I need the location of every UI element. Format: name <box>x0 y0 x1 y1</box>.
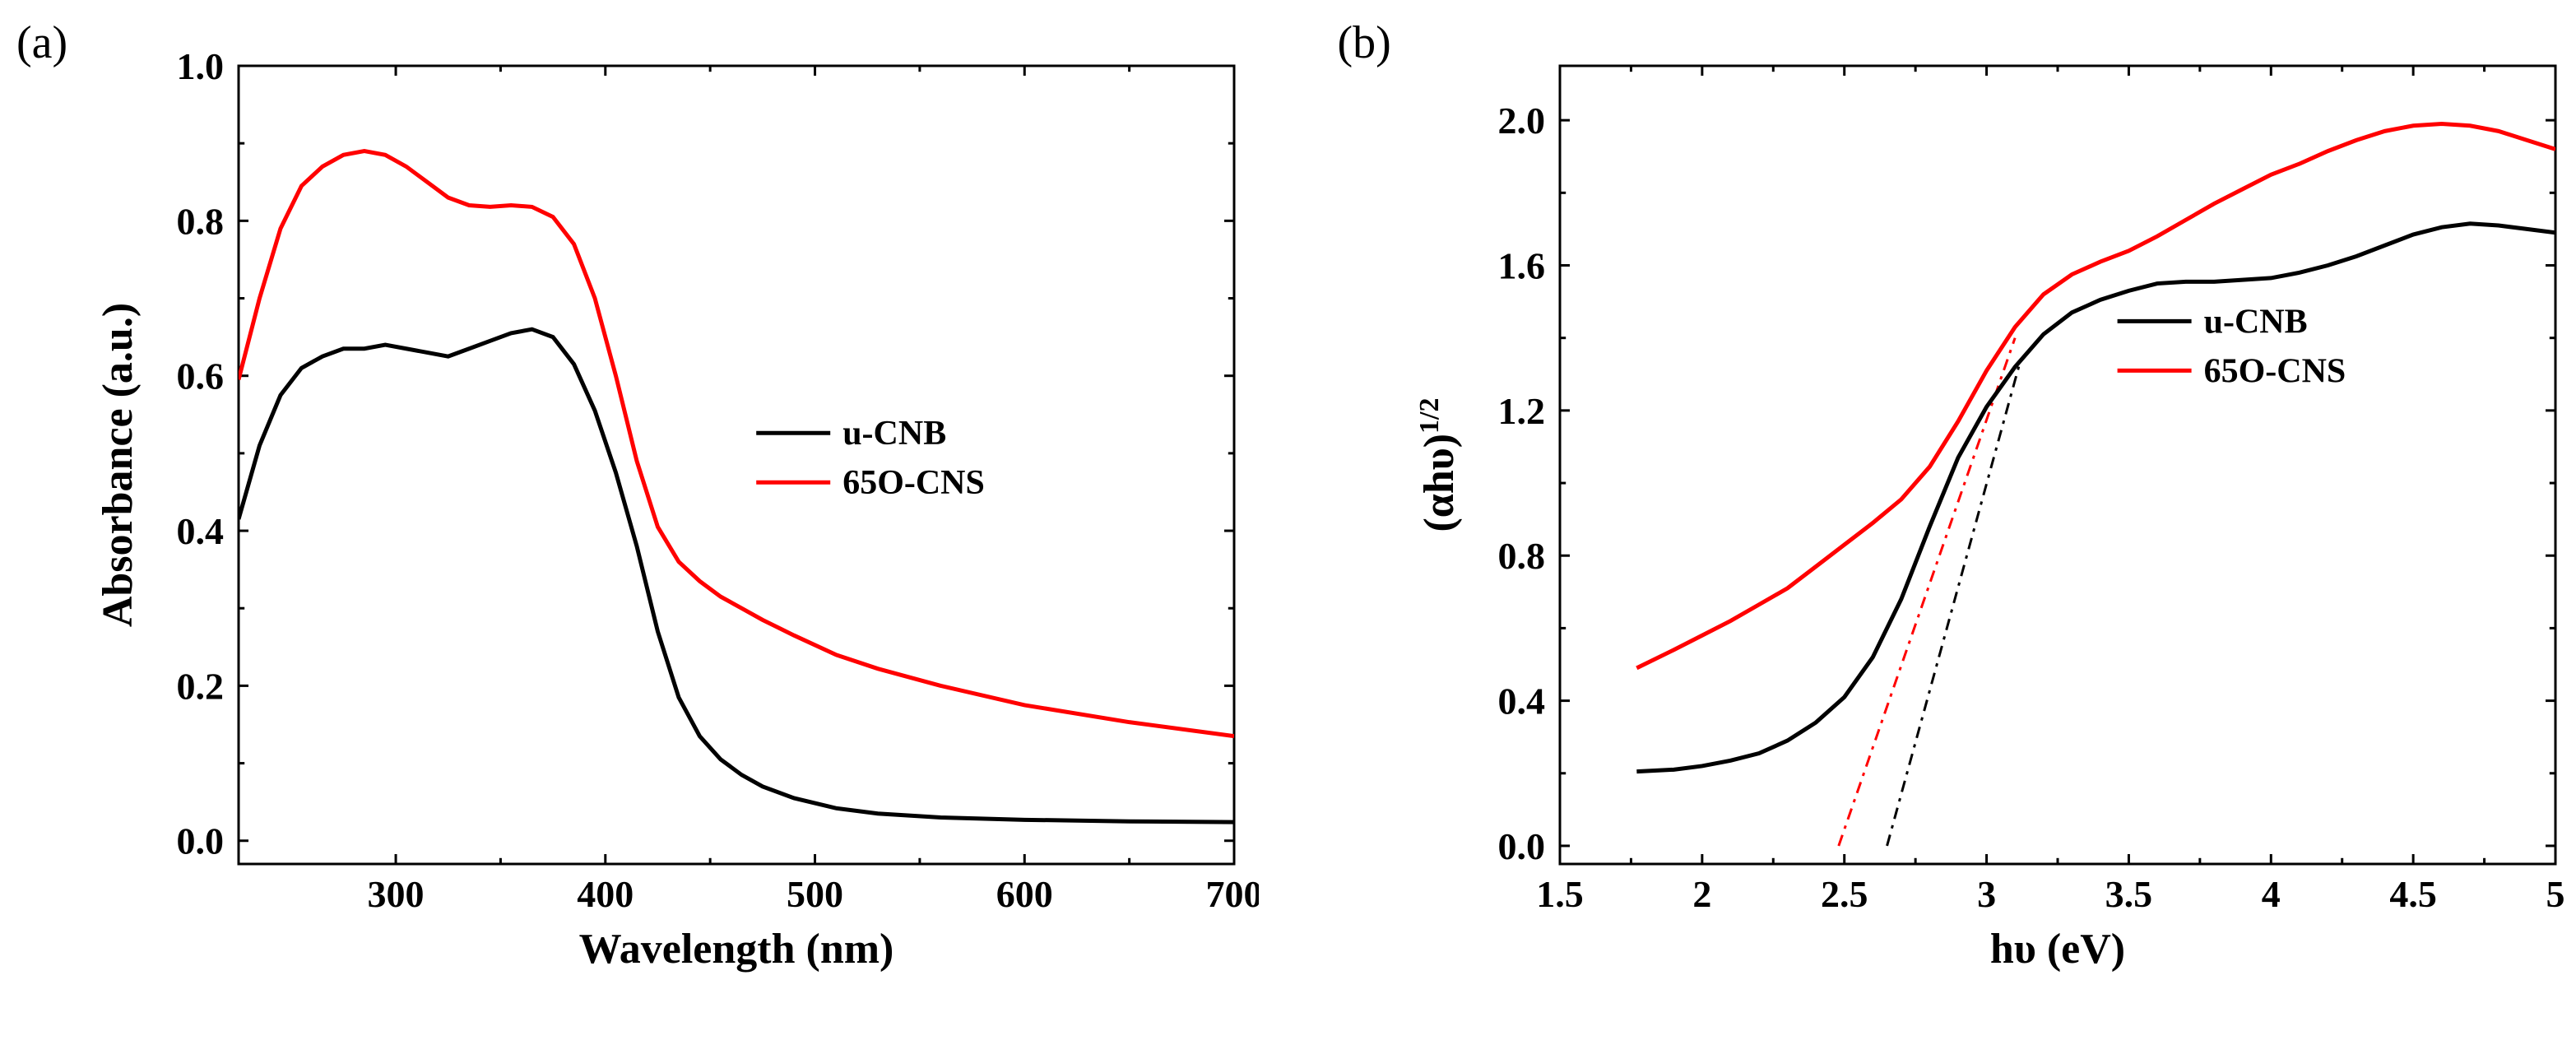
svg-text:hυ (eV): hυ (eV) <box>1989 926 2124 973</box>
svg-text:u-CNB: u-CNB <box>842 415 946 453</box>
svg-text:u-CNB: u-CNB <box>2203 303 2307 341</box>
svg-text:3: 3 <box>1977 873 1996 915</box>
panel-a: (a) 300 400 500 600 700 0.0 0.2 0.4 0.6 0.8 1.0 Wav… <box>16 16 1272 1029</box>
svg-text:300: 300 <box>368 873 425 915</box>
svg-text:500: 500 <box>787 873 843 915</box>
svg-text:2.0: 2.0 <box>1497 100 1545 142</box>
svg-text:1.2: 1.2 <box>1497 390 1545 432</box>
svg-text:0.0: 0.0 <box>1497 825 1545 867</box>
svg-text:1.0: 1.0 <box>177 45 225 87</box>
panel-a-plot: 300 400 500 600 700 0.0 0.2 0.4 0.6 0.8 1.0 Wavelen… <box>91 41 1272 1029</box>
panel-a-svg: 300 400 500 600 700 0.0 0.2 0.4 0.6 0.8 1.0 Wavelen… <box>91 41 1259 987</box>
panel-b-svg: 1.5 2 2.5 3 3.5 4 4.5 5 0.0 0.4 0.8 1.2 1.6 2.0 hυ (eV… <box>1412 41 2576 987</box>
svg-text:700: 700 <box>1206 873 1260 915</box>
svg-text:0.2: 0.2 <box>177 665 225 707</box>
svg-text:600: 600 <box>996 873 1053 915</box>
svg-text:1.5: 1.5 <box>1536 873 1584 915</box>
svg-text:0.4: 0.4 <box>1497 680 1545 722</box>
svg-text:3.5: 3.5 <box>2105 873 2152 915</box>
svg-text:0.4: 0.4 <box>177 510 225 552</box>
svg-text:0.8: 0.8 <box>177 200 225 242</box>
figure-container: (a) 300 400 500 600 700 0.0 0.2 0.4 0.6 0.8 1.0 Wav… <box>16 16 2576 1029</box>
svg-text:2: 2 <box>1692 873 1711 915</box>
panel-b-label: (b) <box>1338 16 1391 69</box>
svg-text:Wavelength (nm): Wavelength (nm) <box>579 926 894 973</box>
panel-b: (b) 1.5 2 2.5 3 3.5 4 4.5 5 0.0 0.4 0.8 1.2 1.6 2.0 hυ… <box>1338 16 2576 1029</box>
svg-text:4: 4 <box>2261 873 2280 915</box>
svg-text:400: 400 <box>577 873 634 915</box>
svg-text:65O-CNS: 65O-CNS <box>2203 352 2346 390</box>
svg-text:0.8: 0.8 <box>1497 535 1545 577</box>
svg-text:0.6: 0.6 <box>177 355 225 397</box>
svg-text:2.5: 2.5 <box>1820 873 1868 915</box>
svg-text:5: 5 <box>2546 873 2564 915</box>
svg-text:Absorbance (a.u.): Absorbance (a.u.) <box>95 303 142 627</box>
panel-a-label: (a) <box>16 16 67 69</box>
svg-text:0.0: 0.0 <box>177 820 225 862</box>
svg-text:65O-CNS: 65O-CNS <box>842 464 985 502</box>
svg-text:(αhυ)1/2: (αhυ)1/2 <box>1413 397 1463 532</box>
svg-text:1.6: 1.6 <box>1497 245 1545 287</box>
panel-b-plot: 1.5 2 2.5 3 3.5 4 4.5 5 0.0 0.4 0.8 1.2 1.6 2.0 hυ (eV… <box>1412 41 2576 1029</box>
svg-text:4.5: 4.5 <box>2389 873 2437 915</box>
